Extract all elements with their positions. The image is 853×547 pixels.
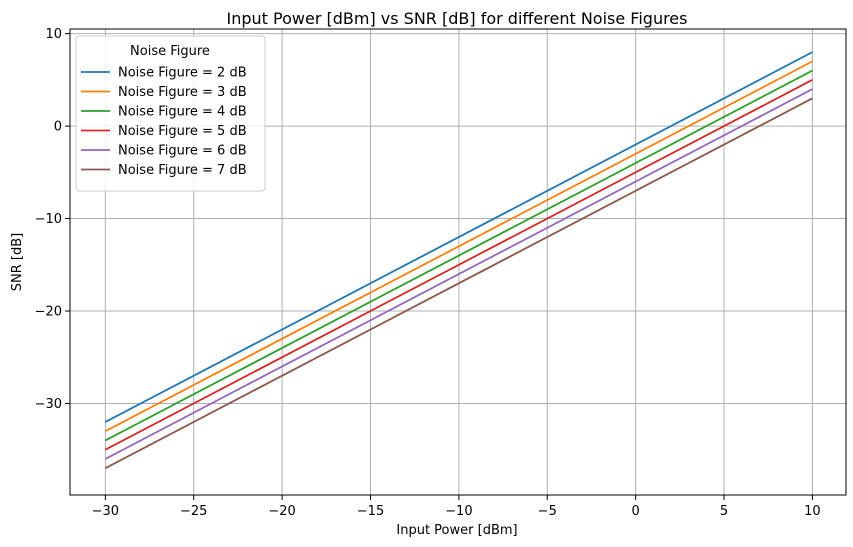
legend-entry-label: Noise Figure = 5 dB <box>118 124 247 139</box>
x-tick-label: −5 <box>538 504 557 519</box>
chart-title: Input Power [dBm] vs SNR [dB] for differ… <box>227 9 688 28</box>
x-tick-label: −25 <box>180 504 207 519</box>
x-tick-label: −20 <box>268 504 295 519</box>
series-line-nf-3 <box>104 60 813 432</box>
series-line-nf-4 <box>104 69 813 442</box>
y-axis: −30 −20 −10 0 10 <box>35 27 70 412</box>
x-tick-label: −10 <box>445 504 472 519</box>
y-tick-label: −20 <box>35 305 62 320</box>
series-line-nf-6 <box>104 88 813 460</box>
legend-entry-label: Noise Figure = 3 dB <box>118 85 247 100</box>
legend-box <box>75 35 266 192</box>
y-tick-label: −30 <box>35 397 62 412</box>
y-tick-label: 0 <box>54 120 62 135</box>
x-tick-label: 5 <box>720 504 728 519</box>
series-line-nf-2 <box>104 51 813 423</box>
legend-entry-label: Noise Figure = 2 dB <box>118 66 247 81</box>
x-tick-label: 10 <box>804 504 821 519</box>
legend-items: Noise Figure = 2 dB Noise Figure = 3 dB No… <box>81 66 247 178</box>
y-tick-label: 10 <box>45 27 62 42</box>
legend-entry-label: Noise Figure = 4 dB <box>118 105 247 120</box>
legend-title: Noise Figure <box>130 44 210 59</box>
x-tick-label: −15 <box>357 504 384 519</box>
legend-entry-label: Noise Figure = 7 dB <box>118 163 247 178</box>
x-tick-label: −30 <box>92 504 119 519</box>
series-line-nf-5 <box>104 79 813 451</box>
series-lines <box>104 51 813 469</box>
plot-frame <box>69 28 847 496</box>
grid <box>70 29 846 495</box>
x-tick-label: 0 <box>632 504 640 519</box>
y-axis-label: SNR [dB] <box>10 233 25 291</box>
x-axis-label: Input Power [dBm] <box>396 523 517 538</box>
series-line-nf-7 <box>104 97 813 469</box>
x-axis: −30 −25 −20 −15 −10 −5 0 5 10 <box>92 495 821 519</box>
legend-entry-label: Noise Figure = 6 dB <box>118 144 247 159</box>
y-tick-label: −10 <box>35 212 62 227</box>
